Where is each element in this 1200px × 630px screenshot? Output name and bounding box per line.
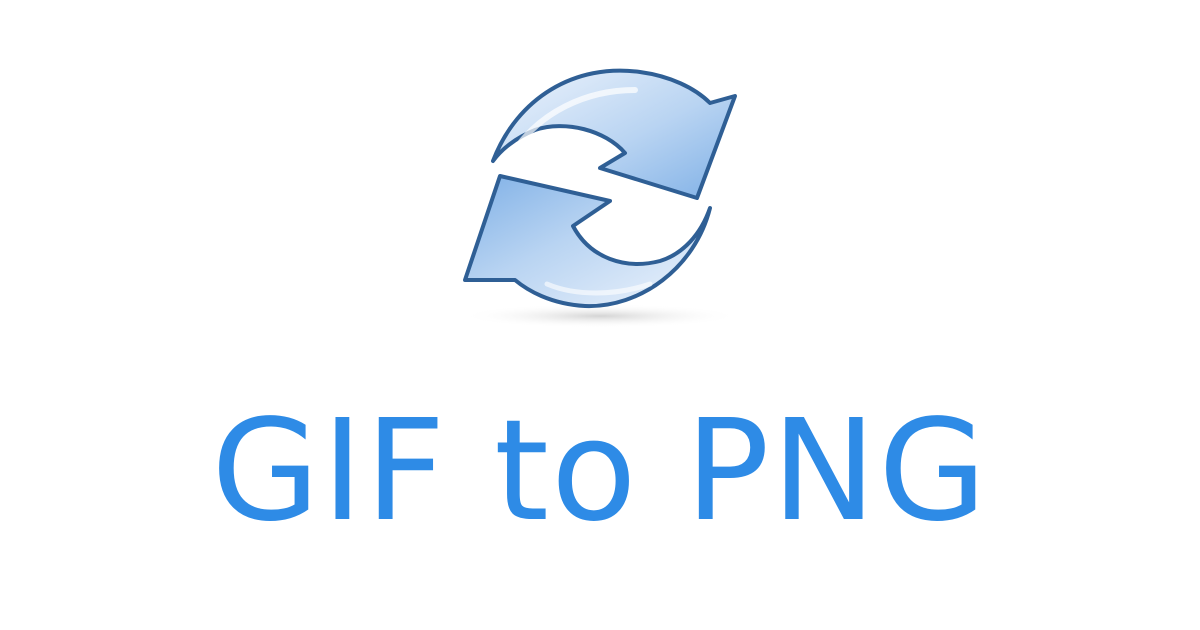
icon-shadow <box>460 304 740 328</box>
refresh-arrows-icon <box>460 68 740 328</box>
convert-icon <box>455 58 755 338</box>
page-title: GIF to PNG <box>211 390 989 553</box>
bottom-arrow-highlight <box>544 281 653 296</box>
top-arrow-highlight <box>512 87 638 153</box>
bottom-arrow-icon <box>463 174 712 309</box>
